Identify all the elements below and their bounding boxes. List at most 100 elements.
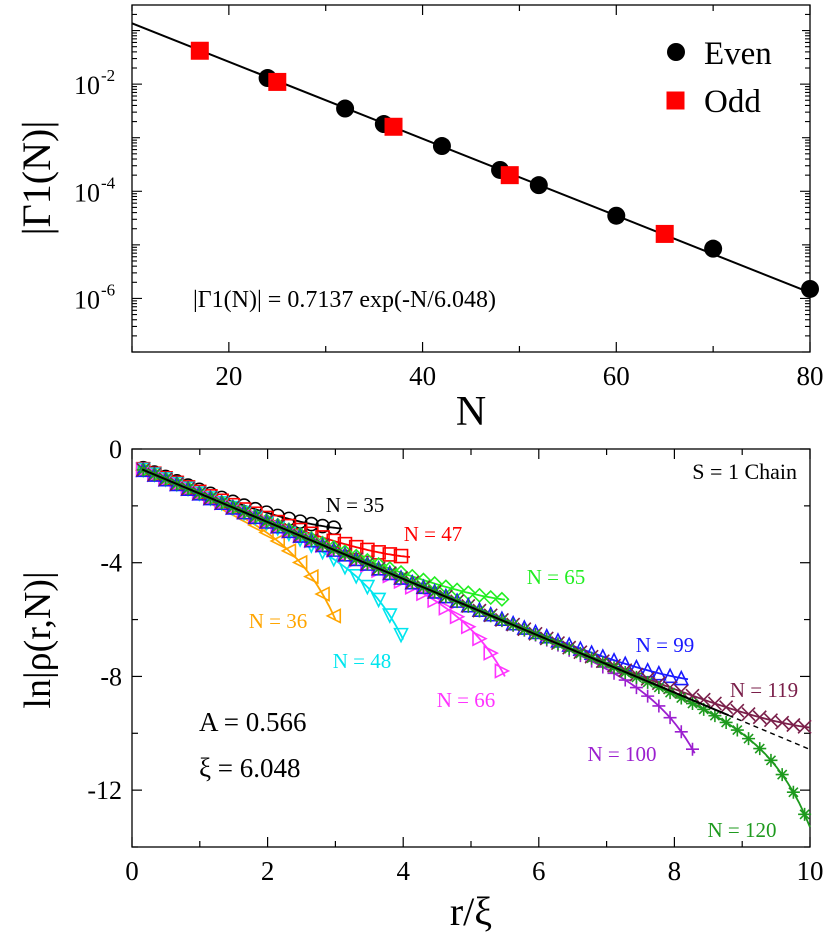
odd-point <box>190 41 209 60</box>
data-marker <box>662 667 678 684</box>
top-y-tick-label-exp: -6 <box>101 280 115 299</box>
fit-equation: |Γ1(N)| = 0.7137 exp(-N/6.048) <box>193 287 496 313</box>
bottom-y-tick-label: 0 <box>109 435 122 464</box>
data-marker <box>494 663 511 679</box>
data-marker <box>752 710 767 725</box>
data-marker <box>742 732 756 746</box>
bottom-x-tick-labels: 0 2 4 6 8 10 <box>125 856 823 886</box>
fit-line-dashed <box>728 714 811 751</box>
top-plot-frame <box>131 4 811 353</box>
top-y-tick-label-base: 10 <box>74 71 100 100</box>
data-marker <box>764 753 778 767</box>
legend: Even Odd <box>666 36 772 120</box>
data-marker <box>483 589 499 606</box>
fit-line <box>141 468 730 717</box>
data-marker <box>652 699 666 713</box>
data-marker <box>775 768 789 782</box>
data-marker <box>685 742 699 756</box>
bottom-series-labels: N = 35 N = 36 N = 47 N = 48 N = 65 N = 66 N = … <box>249 493 798 842</box>
bottom-y-tick-label: -12 <box>87 776 122 805</box>
bottom-x-tick-label: 6 <box>532 856 546 886</box>
even-point <box>607 206 626 225</box>
top-x-axis-title: N <box>456 389 486 435</box>
odd-point <box>655 224 674 243</box>
top-markers <box>190 41 819 298</box>
top-x-tick-labels: 20 40 60 80 <box>215 361 823 391</box>
data-marker <box>494 591 510 607</box>
top-y-tick-label-exp: -2 <box>101 66 115 85</box>
top-y-tick-label-base: 10 <box>74 178 100 207</box>
data-marker <box>741 707 756 722</box>
data-marker <box>314 586 330 602</box>
bottom-panel: 0 2 4 6 8 10 0 -4 -8 -12 N = 35 N = 36 N = 47 N = 4… <box>17 435 824 934</box>
series-label: N = 99 <box>636 633 695 657</box>
series-label: N = 47 <box>404 522 463 546</box>
top-x-tick-label: 40 <box>409 361 436 391</box>
data-marker <box>370 592 387 609</box>
series-label: N = 36 <box>249 609 308 633</box>
series-label: N = 66 <box>437 688 496 712</box>
data-marker <box>382 547 398 562</box>
bottom-x-tick-label: 10 <box>797 856 824 886</box>
even-point <box>801 279 819 298</box>
even-point <box>529 176 548 195</box>
top-y-tick-labels: 10-610-410-2 <box>74 66 116 314</box>
odd-point <box>500 166 519 185</box>
data-marker <box>685 697 699 711</box>
series-label: N = 65 <box>527 565 586 589</box>
bottom-x-tick-label: 8 <box>668 856 682 886</box>
legend-odd-label: Odd <box>704 84 761 120</box>
data-marker <box>798 807 812 821</box>
data-marker <box>438 600 455 616</box>
top-y-tick-label-exp: -4 <box>101 173 116 192</box>
legend-even-label: Even <box>704 36 772 72</box>
data-marker <box>348 569 364 585</box>
legend-odd-marker <box>666 91 685 110</box>
data-marker <box>641 689 655 703</box>
data-marker <box>730 723 744 737</box>
data-marker <box>315 518 330 534</box>
top-fit-line <box>131 22 811 294</box>
series-label: N = 100 <box>587 742 656 766</box>
top-y-axis-title: |Γ1(N)| <box>14 121 59 236</box>
data-marker <box>775 715 790 730</box>
bottom-y-tick-labels: 0 -4 -8 -12 <box>87 435 122 805</box>
data-marker <box>359 579 376 596</box>
data-marker <box>786 785 800 799</box>
data-marker <box>753 742 767 756</box>
data-marker <box>719 715 733 729</box>
data-marker <box>472 630 488 647</box>
even-point <box>336 99 355 118</box>
data-marker <box>393 548 409 564</box>
series-label: N = 119 <box>730 678 798 702</box>
bottom-x-tick-label: 2 <box>261 856 275 886</box>
chain-title: S = 1 Chain <box>692 459 797 484</box>
data-marker <box>483 645 499 661</box>
odd-point <box>268 72 287 91</box>
top-x-tick-label: 60 <box>603 361 630 391</box>
even-point <box>432 137 451 156</box>
bottom-y-axis-title: ln|ρ(r,N)| <box>17 571 59 708</box>
top-x-tick-label: 80 <box>797 361 824 391</box>
top-panel: 20 40 60 80 10-610-410-2 Even Odd |Γ1(N)| =… <box>14 4 824 435</box>
data-marker <box>460 618 477 635</box>
data-marker <box>291 554 308 571</box>
param-A: A = 0.566 <box>199 707 307 737</box>
bottom-x-axis-title: r/ξ <box>450 889 492 934</box>
data-marker <box>708 709 722 723</box>
series-label: N = 35 <box>326 493 385 517</box>
bottom-x-tick-label: 4 <box>396 856 410 886</box>
odd-point <box>384 117 403 136</box>
bottom-y-tick-label: -4 <box>100 549 122 578</box>
fit-line <box>131 22 811 294</box>
data-marker <box>763 713 779 728</box>
data-marker <box>303 568 319 585</box>
data-marker <box>673 669 690 686</box>
data-marker <box>730 703 745 718</box>
data-marker <box>697 702 711 716</box>
data-marker <box>393 627 409 644</box>
series-label: N = 120 <box>707 818 776 842</box>
even-point <box>704 239 723 258</box>
series-label: N = 48 <box>333 649 392 673</box>
